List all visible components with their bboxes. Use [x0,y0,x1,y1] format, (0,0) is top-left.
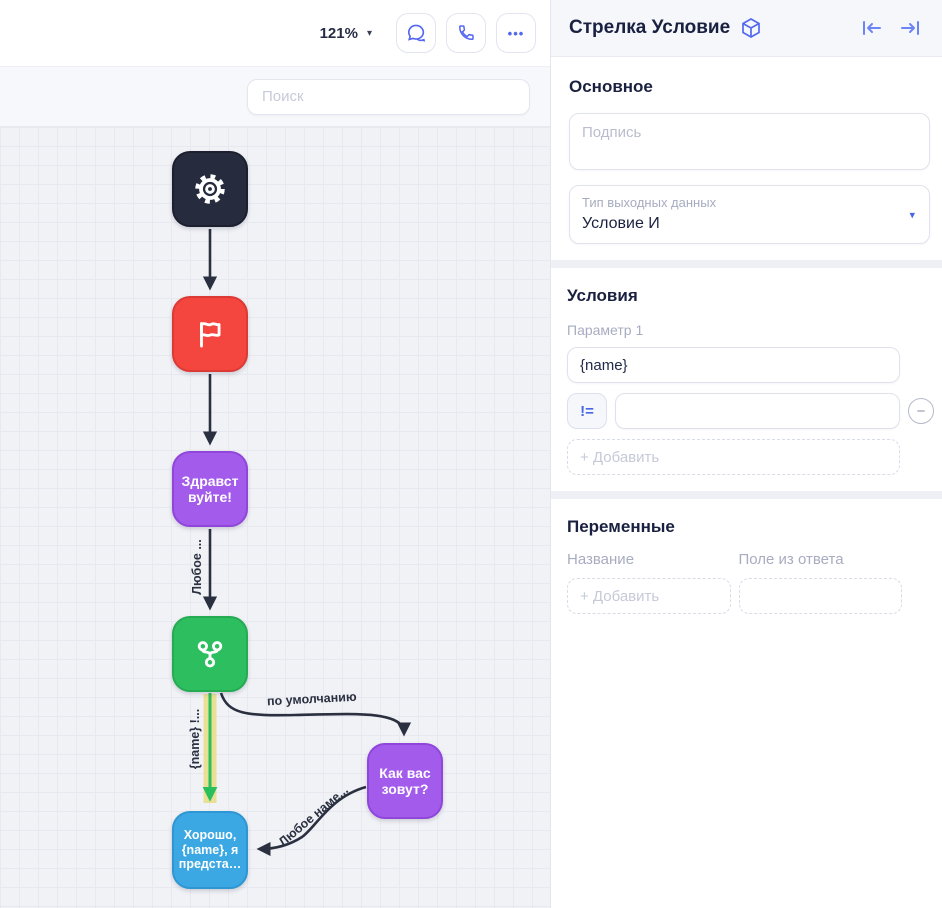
variables-grid: Название Поле из ответа [567,551,902,614]
gear-icon [192,171,228,207]
branch-icon [191,635,229,673]
panel-title: Стрелка Условие [569,17,731,38]
cube-icon [740,17,762,39]
param-label: Параметр 1 [567,322,644,338]
flow-canvas[interactable]: Любое ... {name} !... по умолчанию Любое… [0,127,550,908]
canvas-toolbar: 121% ▾ ••• [0,0,550,67]
response-field-input[interactable] [738,578,902,614]
section-divider [551,491,942,499]
arrow-to-start-icon [859,18,883,38]
variable-field-column: Поле из ответа [738,551,902,614]
section-main: Основное Тип выходных данных Условие И ▾ [551,57,942,260]
output-type-label: Тип выходных данных [582,195,717,210]
add-condition-button[interactable]: + Добавить [567,439,900,475]
section-variables: Переменные Название Поле из ответа [551,499,942,634]
flow-edges: Любое ... {name} !... по умолчанию Любое… [188,229,412,857]
node-label: Хорошо, {name}, я предста… [178,828,242,872]
condition-value-input[interactable] [615,393,900,429]
call-button[interactable] [446,13,486,53]
operator-button[interactable]: != [567,393,607,429]
section-conditions: Условия Параметр 1 != − + Добавить [551,268,942,491]
remove-condition-button[interactable]: − [908,398,934,424]
caption-input[interactable] [569,113,930,170]
chat-bubble-icon [405,22,427,44]
param-value-input[interactable] [567,347,900,383]
collapse-left-button[interactable] [856,15,886,41]
edge-label-name: {name} !... [188,709,202,769]
edge-label-any: Любое ... [190,539,204,594]
phone-icon [456,23,476,43]
panel-header: Стрелка Условие [551,0,942,57]
section-divider [551,260,942,268]
node-message-confirm[interactable]: Хорошо, {name}, я предста… [172,811,248,889]
zoom-level-dropdown[interactable]: 121% ▾ [320,25,372,42]
section-conditions-heading: Условия [567,286,638,305]
node-label: Как вас зовут? [379,764,431,797]
collapse-right-button[interactable] [896,15,926,41]
arrow-to-end-icon [899,18,923,38]
search-input[interactable] [247,78,530,115]
flag-icon [193,317,227,351]
edge-label-any-name: Любое наме... [276,783,351,849]
variable-name-column: Название [567,551,731,614]
chevron-down-icon: ▾ [366,27,372,39]
chevron-down-icon: ▾ [909,209,915,221]
ellipsis-icon: ••• [507,25,525,41]
edge-label-default: по умолчанию [267,690,358,709]
variable-field-label: Поле из ответа [738,551,844,568]
node-label: Здравствуйте! [181,472,239,505]
zoom-level-value: 121% [319,24,358,42]
condition-row: != − [567,393,934,429]
output-type-value: Условие И [582,215,660,232]
edge-branch-ask-default [219,692,412,737]
canvas-search-strip [0,67,550,127]
node-condition-branch[interactable] [172,616,248,692]
node-start[interactable] [172,151,248,227]
properties-panel: Стрелка Условие [550,0,942,908]
node-message-ask-name[interactable]: Как вас зовут? [367,743,443,819]
edge-ask-confirm [256,785,367,857]
flow-workspace: 121% ▾ ••• [0,0,550,908]
variable-name-label: Название [567,551,635,568]
more-options-button[interactable]: ••• [496,13,536,53]
node-flag-start[interactable] [172,296,248,372]
minus-icon: − [916,402,926,420]
chat-button[interactable] [396,13,436,53]
output-type-select[interactable]: Тип выходных данных Условие И ▾ [569,185,930,244]
node-message-greeting[interactable]: Здравствуйте! [172,451,248,527]
add-variable-input[interactable] [567,578,731,614]
section-variables-heading: Переменные [567,517,675,536]
section-main-heading: Основное [569,77,653,96]
